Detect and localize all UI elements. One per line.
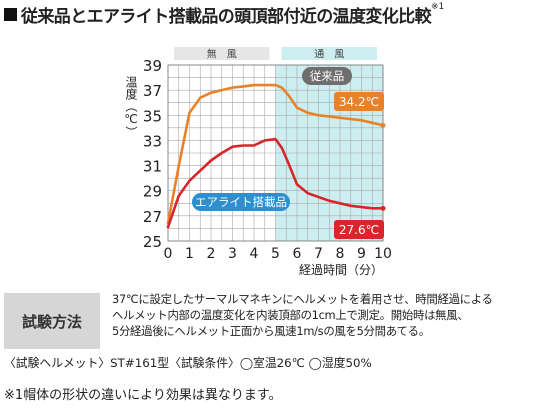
temperature-chart: 無 風 通 風 39 37 35 33 31 29 27 250 1 2 3 4 5 6 7 8 9 10経過時間（分…	[124, 47, 392, 277]
region-label: 無 風	[207, 48, 237, 61]
method-line: ヘルメット内部の温度変化を内装頂部の1cm上で測定。開始時は無風、	[112, 308, 469, 322]
y-tick-label: 39	[143, 57, 162, 75]
title-row: 従来品とエアライト搭載品の頭頂部付近の温度変化比較※1	[4, 2, 560, 27]
end-value-label: 27.6℃	[339, 223, 379, 237]
footnote: ※1帽体の形状の違いにより効果は異なります。	[4, 388, 282, 403]
test-conditions: 〈試験ヘルメット〉ST#161型〈試験条件〉◯室温26℃ ◯湿度50%	[4, 356, 372, 370]
series-end-point	[380, 122, 386, 128]
x-tick-label: 8	[336, 246, 345, 262]
x-tick-label: 1	[185, 246, 194, 262]
series-name-badge	[302, 67, 352, 85]
x-tick-label: 10	[374, 246, 392, 262]
x-tick-label: 7	[314, 246, 323, 262]
series-line	[166, 83, 385, 225]
region-header	[281, 47, 377, 60]
end-value-badge	[334, 220, 384, 239]
y-tick-label: 27	[143, 208, 162, 226]
x-tick-label: 9	[357, 246, 366, 262]
x-tick-label: 5	[271, 246, 280, 262]
series-end-point	[380, 205, 386, 211]
series-line	[166, 137, 385, 229]
method-line: 37℃に設定したサーマルマネキンにヘルメットを着用させ、時間経過による	[112, 292, 493, 306]
y-tick-label: 29	[143, 183, 162, 201]
method-label: 試験方法	[21, 312, 82, 331]
x-tick-label: 6	[293, 246, 302, 262]
title-square-icon	[4, 8, 17, 21]
y-tick-label: 35	[143, 107, 162, 125]
chart-title: 従来品とエアライト搭載品の頭頂部付近の温度変化比較	[21, 7, 432, 27]
x-tick-label: 0	[164, 246, 173, 262]
y-tick-label: 37	[143, 82, 162, 100]
y-tick-label: 25	[143, 233, 162, 251]
method-line: 5分経過後にヘルメット正面から風速1m/sの風を5分間あてる。	[112, 324, 430, 338]
x-tick-label: 2	[207, 246, 216, 262]
end-value-badge	[334, 92, 384, 111]
x-axis-label: 経過時間（分）	[299, 263, 383, 277]
title-note-mark: ※1	[431, 2, 445, 12]
series-name: エアライト搭載品	[195, 195, 287, 209]
region-header	[174, 47, 270, 60]
series-name: 従来品	[310, 69, 345, 83]
end-value-label: 34.2℃	[339, 95, 379, 109]
y-tick-label: 33	[143, 132, 162, 150]
method-label-box: 試験方法	[4, 293, 100, 349]
method-description: 37℃に設定したサーマルマネキンにヘルメットを着用させ、時間経過による ヘルメッ…	[112, 291, 558, 339]
x-tick-label: 4	[250, 246, 259, 262]
plot-frame	[167, 64, 384, 242]
region-label: 通 風	[314, 49, 344, 61]
y-tick-label: 31	[143, 158, 162, 176]
y-axis-label: 温度（℃）	[124, 76, 138, 138]
x-tick-label: 3	[228, 246, 237, 262]
series-name-badge	[192, 193, 290, 211]
